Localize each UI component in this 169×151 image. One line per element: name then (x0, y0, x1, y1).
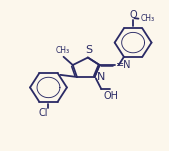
Text: OH: OH (104, 91, 119, 101)
Text: Cl: Cl (38, 108, 48, 118)
Text: =N: =N (116, 60, 131, 70)
Text: CH₃: CH₃ (140, 14, 154, 23)
Text: S: S (85, 45, 92, 55)
Text: CH₃: CH₃ (56, 46, 70, 55)
Text: N: N (96, 72, 105, 82)
Text: O: O (130, 10, 137, 19)
